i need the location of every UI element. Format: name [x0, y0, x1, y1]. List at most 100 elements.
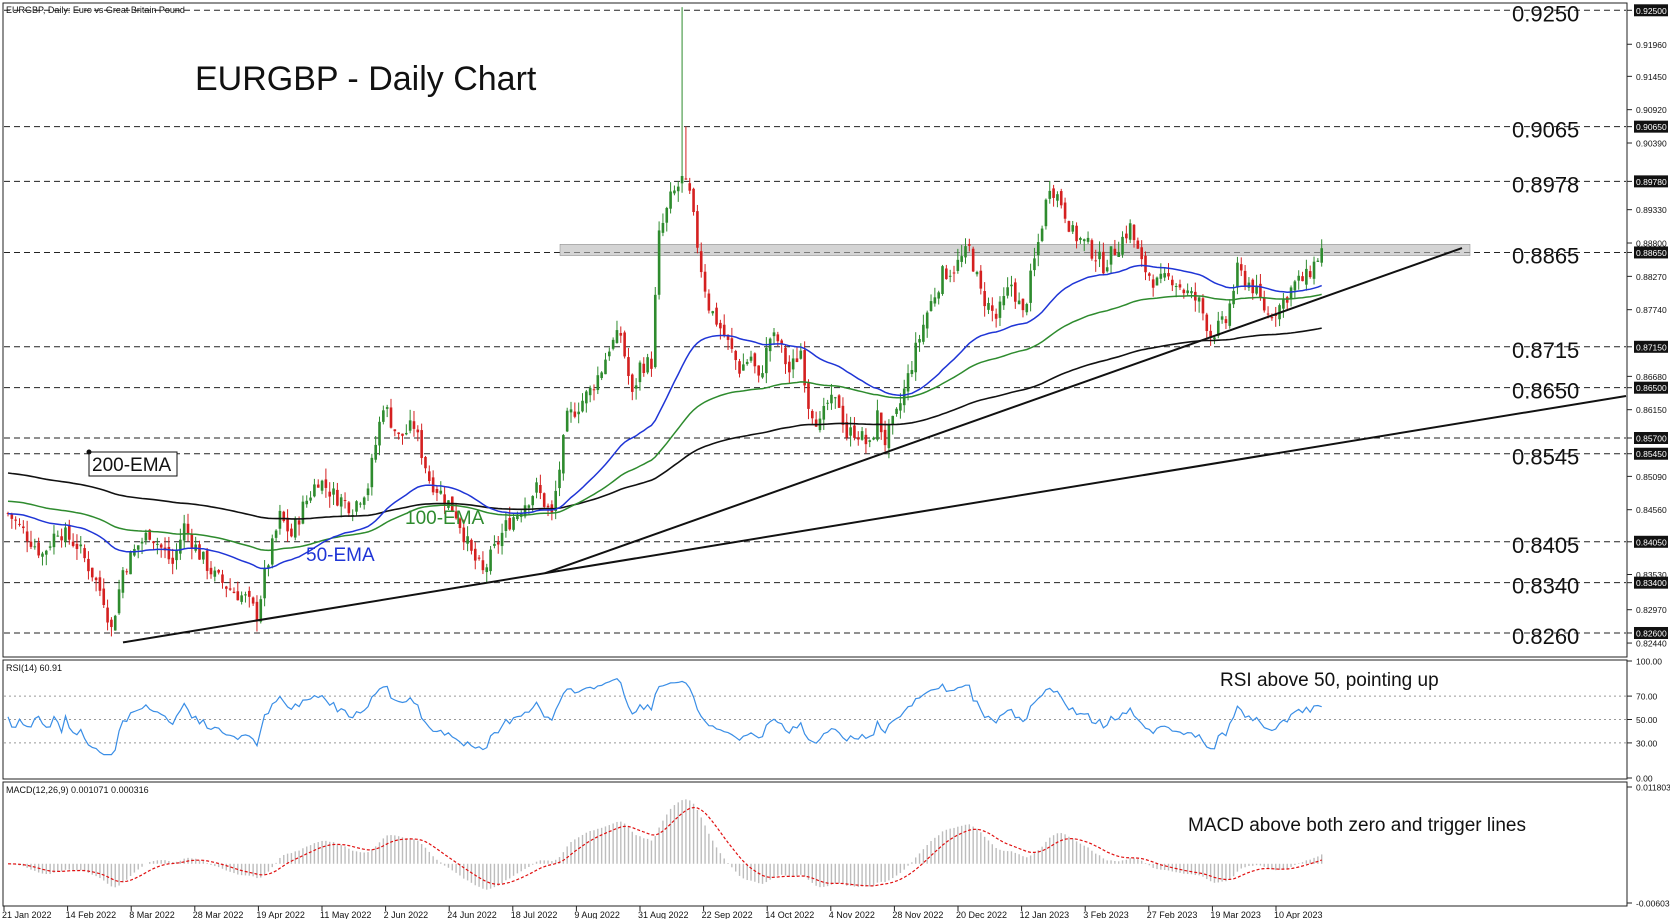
trendlines: [122, 247, 1627, 644]
candle-body: [1308, 271, 1312, 278]
candle-body: [274, 530, 278, 538]
candle-body: [1040, 228, 1044, 241]
ema-lines: [7, 264, 1322, 570]
candle-body: [228, 588, 232, 590]
candle-body: [703, 271, 707, 292]
candle-body: [378, 421, 381, 446]
candle-body: [688, 183, 692, 191]
candle-body: [1190, 291, 1193, 294]
candle-body: [144, 532, 148, 541]
candle-body: [355, 501, 358, 512]
candle-body: [293, 519, 297, 538]
candle-body: [1044, 199, 1048, 227]
price-tick-label: 0.90920: [1636, 105, 1667, 115]
price-tag-label: 0.85450: [1636, 449, 1667, 459]
candle-body: [512, 517, 515, 530]
macd-signal-line: [7, 806, 1322, 887]
candle-body: [1113, 248, 1117, 255]
date-tick-label: 2 Jun 2022: [384, 910, 429, 919]
candle-body: [516, 514, 519, 520]
candle-body: [630, 374, 634, 392]
candle-body: [1075, 225, 1078, 242]
candle-body: [1029, 270, 1032, 303]
price-tag-label: 0.85700: [1636, 434, 1667, 444]
candle-body: [849, 427, 852, 436]
candle-body: [1082, 239, 1086, 242]
candle-body: [332, 488, 335, 495]
candle-body: [837, 395, 841, 408]
candle-body: [1228, 303, 1232, 326]
price-tag-bg: [1634, 4, 1668, 17]
candle-body: [565, 410, 569, 432]
candle-body: [531, 496, 535, 506]
price-axis: 0.92500 0.91960 0.91450 0.90920 0.90650 0.903…: [1627, 4, 1668, 649]
candle-body: [803, 350, 806, 386]
candle-body: [987, 303, 990, 310]
price-tag-label: 0.84050: [1636, 537, 1667, 547]
candle-body: [562, 435, 565, 474]
candle-body: [811, 410, 814, 419]
price-tick-label: 0.89330: [1636, 205, 1667, 215]
candle-body: [914, 342, 918, 373]
candle-body: [1094, 260, 1098, 262]
candle-body: [1205, 314, 1209, 332]
candle-body: [860, 431, 864, 440]
candle-body: [1067, 221, 1071, 232]
candle-body: [439, 490, 443, 494]
rsi-note: RSI above 50, pointing up: [1220, 670, 1439, 691]
candle-body: [382, 410, 385, 422]
date-tick-label: 14 Oct 2022: [765, 910, 814, 919]
candle-body: [98, 577, 102, 591]
candle-body: [156, 543, 159, 545]
candle-body: [761, 373, 764, 378]
candle-body: [1243, 270, 1247, 286]
candle-body: [485, 567, 489, 573]
candle-body: [730, 338, 734, 349]
candle-body: [1098, 251, 1101, 260]
candle-body: [362, 497, 366, 505]
candle-body: [535, 482, 538, 493]
candle-body: [22, 526, 25, 529]
candle-body: [830, 394, 833, 404]
date-tick-label: 12 Jan 2023: [1020, 910, 1070, 919]
candle-body: [868, 440, 872, 442]
candle-body: [244, 594, 247, 596]
candle-body: [71, 541, 75, 546]
candle-body: [945, 268, 948, 280]
candle-body: [883, 429, 887, 446]
candle-body: [1090, 240, 1094, 259]
date-tick-label: 11 May 2022: [320, 910, 371, 919]
candle-body: [933, 297, 937, 304]
candle-body: [581, 400, 584, 412]
candle-body: [1006, 287, 1009, 296]
candle-body: [1105, 267, 1109, 272]
candle-body: [159, 544, 163, 548]
candle-body: [788, 361, 791, 373]
candle-body: [937, 292, 940, 299]
candle-body: [845, 422, 849, 438]
ema50-line: [7, 264, 1322, 570]
candle-body: [742, 364, 745, 371]
candle-body: [1102, 251, 1105, 274]
candle-body: [205, 550, 209, 571]
rsi-tick-label: 30.00: [1636, 738, 1658, 748]
candle-body: [428, 471, 431, 481]
candle-body: [856, 437, 860, 440]
level-label: 0.8715: [1512, 338, 1579, 363]
candle-body: [1121, 236, 1124, 255]
candle-body: [297, 520, 301, 525]
rsi-tick-label: 100.00: [1636, 657, 1662, 667]
price-tick-label: 0.83530: [1636, 570, 1667, 580]
candle-body: [148, 529, 152, 540]
candle-body: [1209, 330, 1212, 337]
candle-body: [64, 527, 67, 542]
date-tick-label: 20 Dec 2022: [956, 910, 1007, 919]
candle-body: [665, 207, 669, 223]
candle-body: [102, 588, 106, 605]
ema200-line: [7, 327, 1322, 520]
price-tag-bg: [1634, 432, 1668, 444]
candle-body: [960, 256, 963, 262]
candle-body: [290, 528, 293, 537]
candle-body: [232, 591, 236, 593]
candle-body: [1013, 282, 1017, 302]
